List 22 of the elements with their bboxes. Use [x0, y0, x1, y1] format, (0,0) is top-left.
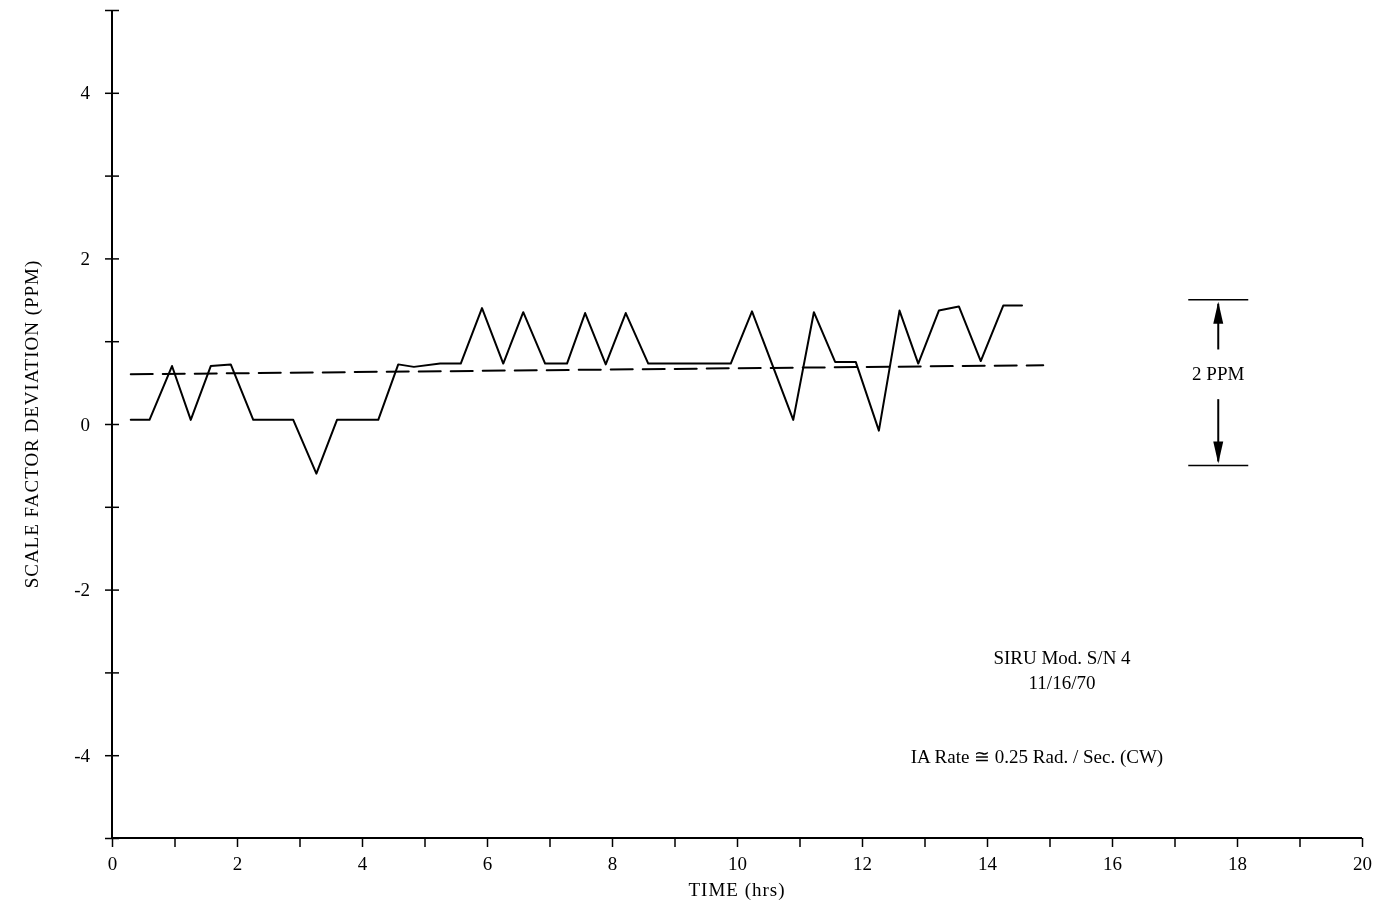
x-tick-label: 8 [607, 853, 618, 875]
annotation: SIRU Mod. S/N 4 [993, 647, 1132, 669]
annotation: IA Rate ≅ 0.25 Rad. / Sec. (CW) [910, 746, 1164, 769]
annotation: 11/16/70 [1028, 671, 1096, 693]
y-axis-title: SCALE FACTOR DEVIATION (PPM) [21, 259, 43, 589]
x-tick-label: 12 [853, 853, 872, 875]
x-tick-label: 4 [357, 853, 368, 875]
x-tick-label: 16 [1103, 853, 1122, 875]
x-tick-label: 0 [107, 853, 118, 875]
y-tick-label: 2 [80, 247, 90, 269]
x-tick-label: 6 [482, 853, 493, 875]
x-tick-label: 18 [1228, 853, 1247, 875]
x-tick-label: 14 [978, 853, 998, 875]
x-axis-title: TIME (hrs) [688, 879, 786, 901]
y-tick-label: -4 [74, 744, 91, 766]
y-tick-label: 4 [80, 82, 91, 104]
x-tick-label: 10 [728, 853, 747, 875]
x-tick-label: 20 [1353, 853, 1372, 875]
annotation: 2 PPM [1192, 363, 1245, 385]
y-tick-label: -2 [74, 579, 90, 601]
y-tick-label: 0 [80, 413, 90, 435]
x-tick-label: 2 [232, 853, 243, 875]
